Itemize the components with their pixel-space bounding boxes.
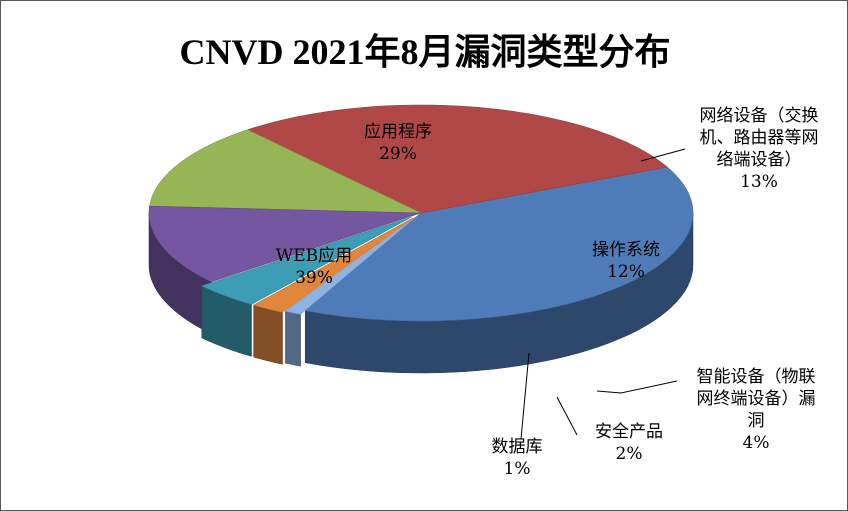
slice-category: 操作系统 bbox=[592, 240, 660, 260]
leader-lines bbox=[520, 148, 686, 440]
leader-network-device bbox=[640, 148, 686, 162]
slice-category: WEB应用 bbox=[275, 246, 353, 266]
slice-percent: 13% bbox=[740, 172, 778, 192]
slice-percent: 39% bbox=[295, 268, 333, 288]
pie-slice-database bbox=[284, 216, 417, 315]
slice-category-line: 智能设备（物联 bbox=[696, 367, 816, 387]
slice-percent: 4% bbox=[742, 433, 770, 453]
slice-label-network-device: 网络设备（交换 机、路由器等网 络端设备） 13% bbox=[673, 105, 845, 193]
slice-percent: 12% bbox=[607, 262, 645, 282]
pie-slice-web bbox=[304, 166, 694, 322]
slice-category-line: 洞 bbox=[747, 411, 765, 431]
pie-slice-smart-device bbox=[200, 216, 412, 305]
slice-category: 应用程序 bbox=[364, 122, 432, 142]
pie-slice-os bbox=[148, 205, 422, 283]
pie-side-security-product bbox=[253, 304, 283, 365]
slice-percent: 1% bbox=[503, 459, 531, 479]
leader-database bbox=[520, 352, 530, 440]
pie-tops bbox=[148, 104, 694, 322]
chart-title: CNVD 2021年8月漏洞类型分布 bbox=[179, 32, 671, 72]
pie-slice-application bbox=[246, 104, 668, 214]
slice-percent: 2% bbox=[615, 444, 643, 464]
leader-smart-device bbox=[596, 380, 678, 394]
slice-label-application: 应用程序 29% bbox=[343, 121, 453, 165]
slice-category: 安全产品 bbox=[595, 422, 663, 442]
leader-security-product bbox=[556, 396, 578, 436]
slice-category: 数据库 bbox=[491, 437, 543, 457]
pie-slice-network-device bbox=[149, 129, 422, 214]
slice-category-line: 网络设备（交换 bbox=[699, 106, 819, 126]
pie-sides bbox=[148, 212, 694, 374]
pie-slice-security-product bbox=[252, 217, 414, 313]
slice-label-os: 操作系统 12% bbox=[571, 239, 681, 283]
slice-category-line: 网终端设备）漏 bbox=[696, 389, 816, 409]
slice-category-line: 机、路由器等网 bbox=[699, 128, 819, 148]
slice-label-smart-device: 智能设备（物联 网终端设备）漏 洞 4% bbox=[671, 366, 841, 454]
slice-label-security-product: 安全产品 2% bbox=[581, 421, 677, 465]
slice-label-database: 数据库 1% bbox=[473, 436, 561, 480]
slice-category-line: 络端设备） bbox=[716, 150, 802, 170]
slice-label-web: WEB应用 39% bbox=[259, 245, 369, 289]
slice-percent: 29% bbox=[379, 144, 417, 164]
pie-side-database bbox=[285, 310, 301, 367]
